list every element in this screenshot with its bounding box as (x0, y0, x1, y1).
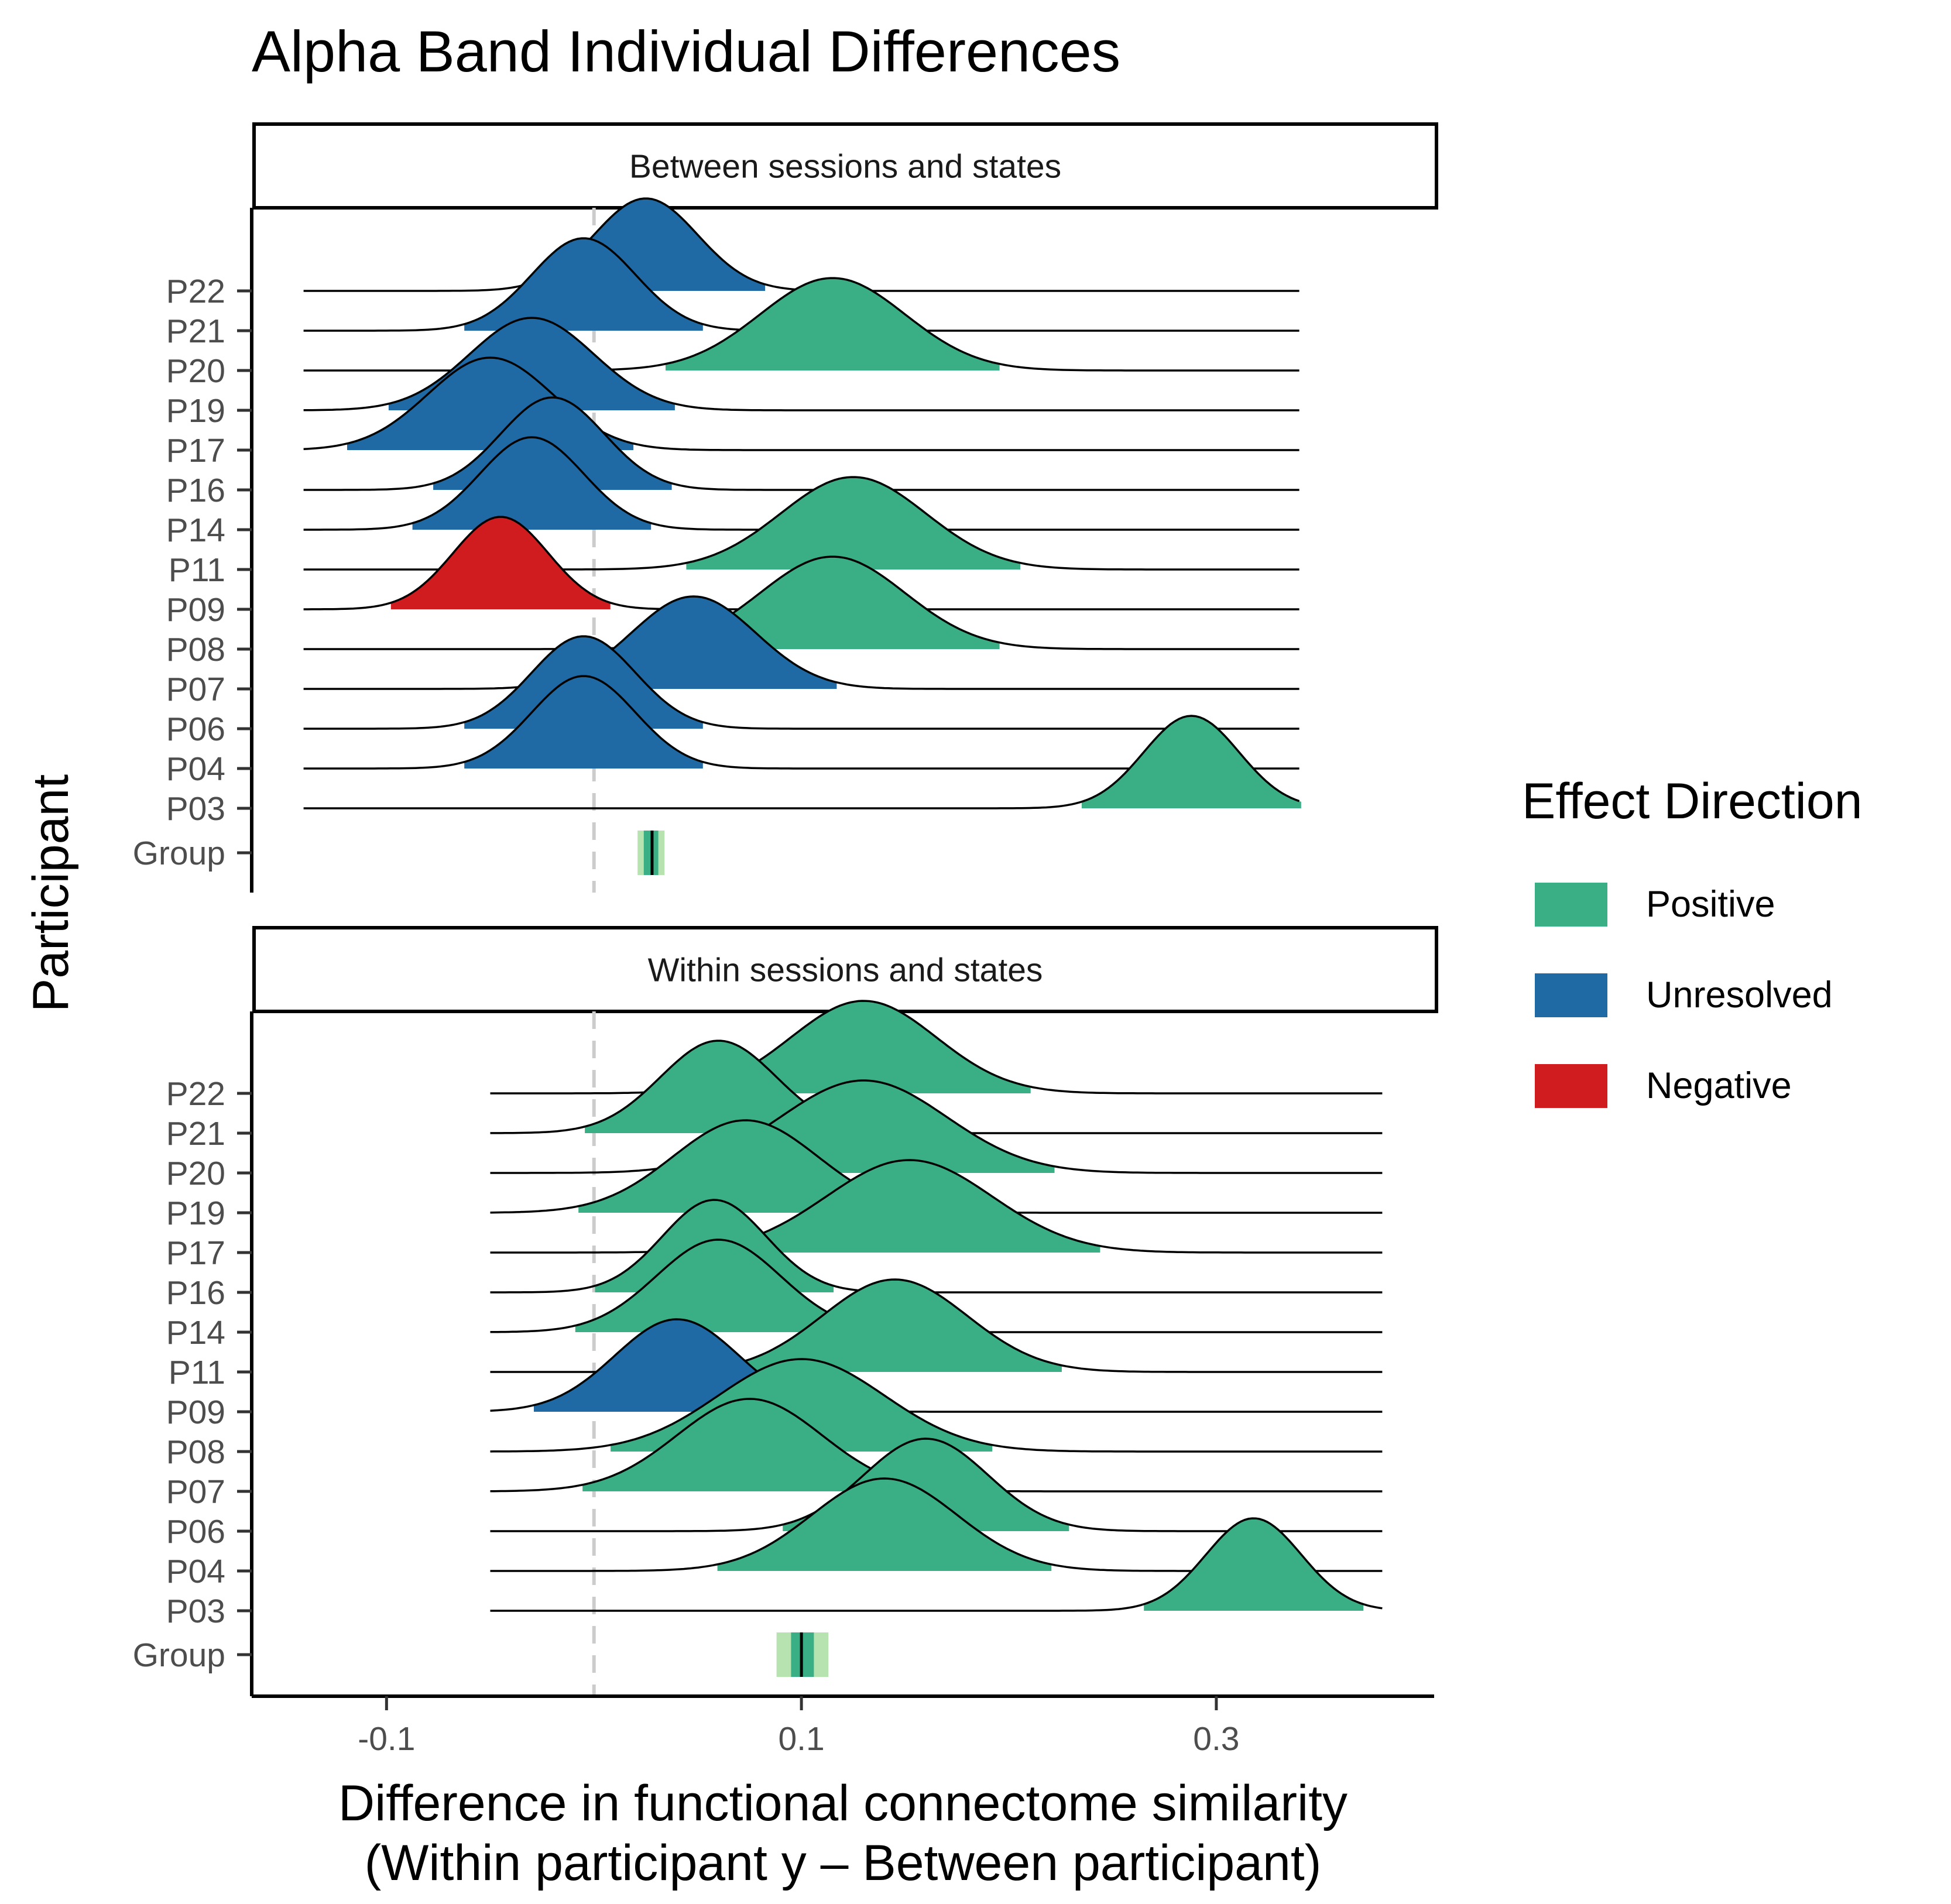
density-ridge (490, 1159, 1383, 1254)
y-tick-label: P08 (166, 631, 225, 668)
y-tick-label: P14 (166, 1314, 225, 1351)
x-tick-label: 0.3 (1193, 1720, 1239, 1758)
density-outline (490, 1159, 1383, 1254)
y-tick-label: P19 (166, 392, 225, 430)
density-outline (303, 317, 1299, 411)
facet-strip (252, 122, 1438, 210)
density-fill (582, 1399, 917, 1491)
ridges (490, 1000, 1383, 1612)
chart-title: Alpha Band Individual Differences (252, 19, 1120, 84)
density-fill (666, 278, 1000, 370)
legend-title: Effect Direction (1522, 773, 1863, 829)
x-tick-label: 0.1 (778, 1720, 824, 1758)
legend-label: Negative (1646, 1065, 1792, 1106)
density-fill (717, 1478, 1052, 1571)
y-tick-label: P17 (166, 1234, 225, 1272)
density-fill (697, 1001, 1031, 1093)
density-outline (303, 635, 1299, 730)
density-outline (490, 1517, 1383, 1612)
y-tick-label-group: Group (133, 1637, 225, 1674)
facet-strip (252, 926, 1438, 1013)
facet-panel: Between sessions and statesP22P21P20P19P… (133, 122, 1438, 893)
y-tick-label: P03 (166, 790, 225, 828)
y-tick-label: P21 (166, 1115, 225, 1152)
density-fill (575, 1240, 862, 1332)
y-tick-label: P09 (166, 1394, 225, 1431)
density-fill (412, 437, 652, 530)
density-fill (686, 477, 1020, 570)
y-tick-label: P20 (166, 1155, 225, 1192)
density-outline (303, 197, 1299, 292)
y-tick-label: P19 (166, 1195, 225, 1232)
density-fill (718, 1160, 1100, 1253)
density-outline (490, 1000, 1383, 1095)
y-tick-label: P21 (166, 313, 225, 350)
y-tick-label: P04 (166, 750, 225, 788)
density-outline (303, 396, 1299, 491)
density-fill (578, 1120, 913, 1213)
y-tick-label: P03 (166, 1593, 225, 1630)
density-outline (303, 595, 1299, 690)
y-tick-label: P22 (166, 1075, 225, 1113)
density-fill (1144, 1518, 1364, 1611)
y-axis-title: Participant (23, 774, 79, 1012)
density-ridge (303, 715, 1301, 809)
y-tick-label: P14 (166, 512, 225, 549)
y-tick-label: P11 (169, 551, 225, 589)
density-fill (728, 1279, 1062, 1372)
facet-strip-label: Between sessions and states (629, 148, 1061, 186)
x-tick-label: -0.1 (358, 1720, 415, 1758)
density-ridge (303, 197, 1299, 292)
density-fill (390, 517, 611, 609)
y-tick-label: P07 (166, 671, 225, 708)
legend-swatch (1535, 1064, 1607, 1108)
legend: Effect Direction Positive Unresolved Negat… (1522, 773, 1863, 1108)
density-fill (585, 1041, 852, 1133)
y-tick-label: P17 (166, 432, 225, 469)
facet-strip-label: Within sessions and states (648, 952, 1043, 989)
legend-swatch (1535, 973, 1607, 1017)
density-outline (303, 555, 1299, 650)
y-tick-label: P09 (166, 591, 225, 629)
density-ridge (490, 1517, 1383, 1612)
y-tick-label: P08 (166, 1433, 225, 1471)
y-tick-label: P16 (166, 1274, 225, 1312)
x-axis: -0.1 0.1 0.3 (252, 1694, 1434, 1758)
density-outline (490, 1079, 1383, 1174)
y-tick-label: P22 (166, 273, 225, 310)
y-tick-label: P06 (166, 1513, 225, 1550)
density-fill (1081, 716, 1301, 808)
legend-swatch (1535, 883, 1607, 927)
y-tick-label: P07 (166, 1473, 225, 1511)
x-axis-title-line1: Difference in functional connectome simi… (338, 1775, 1347, 1831)
density-outline (490, 1318, 1383, 1413)
panels: Between sessions and statesP22P21P20P19P… (133, 122, 1438, 1696)
y-tick-label: P04 (166, 1553, 225, 1590)
ridges (303, 197, 1301, 809)
legend-label: Positive (1646, 884, 1775, 925)
facet-panel: Within sessions and statesP22P21P20P19P1… (133, 926, 1438, 1696)
density-outline (490, 1358, 1383, 1453)
density-fill (464, 676, 703, 769)
density-ridge (490, 1000, 1383, 1095)
density-outline (303, 715, 1300, 809)
y-tick-label: P11 (169, 1354, 225, 1391)
y-tick-label: P16 (166, 472, 225, 509)
y-tick-label-group: Group (133, 835, 225, 872)
density-outline (303, 356, 1299, 451)
y-tick-label: P20 (166, 352, 225, 390)
legend-label: Unresolved (1646, 975, 1833, 1016)
y-tick-label: P06 (166, 711, 225, 748)
x-axis-title-line2: (Within participant y – Between particip… (365, 1835, 1322, 1891)
density-fill (464, 238, 703, 331)
